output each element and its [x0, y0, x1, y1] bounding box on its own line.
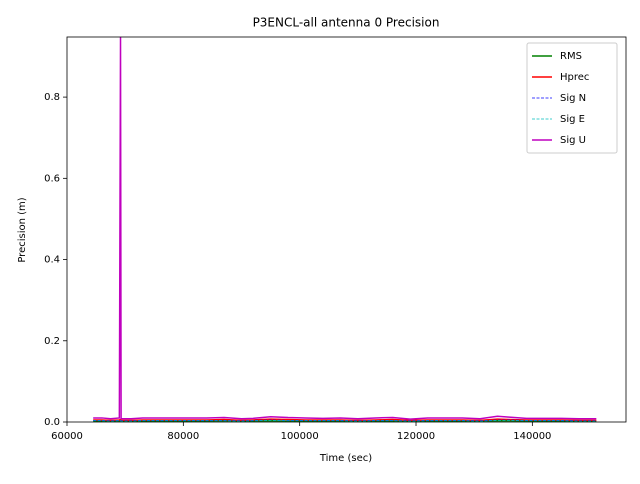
legend-label: Sig U — [560, 135, 586, 146]
y-tick-label: 0.0 — [44, 417, 60, 428]
x-tick-label: 80000 — [167, 431, 199, 442]
x-tick-label: 140000 — [513, 431, 551, 442]
axes-frame — [66, 36, 627, 423]
series-line — [93, 37, 597, 420]
y-tick-label: 0.6 — [44, 173, 60, 184]
legend-label: RMS — [560, 51, 582, 62]
y-tick-label: 0.2 — [44, 336, 60, 347]
legend: RMS Hprec Sig N Sig E Sig U — [526, 42, 618, 154]
x-tick-label: 60000 — [51, 431, 83, 442]
legend-label: Hprec — [560, 72, 589, 83]
series-line — [93, 419, 597, 422]
plot-area — [93, 37, 597, 422]
x-tick-label: 120000 — [397, 431, 435, 442]
legend-label: Sig E — [560, 114, 585, 125]
y-tick-label: 0.4 — [44, 255, 60, 266]
legend-frame — [526, 42, 618, 154]
x-tick-label: 100000 — [281, 431, 319, 442]
y-tick-label: 0.8 — [44, 92, 60, 103]
chart-title: P3ENCL-all antenna 0 Precision — [253, 16, 440, 30]
x-axis-label: Time (sec) — [319, 453, 372, 464]
legend-label: Sig N — [560, 93, 586, 104]
y-axis-label: Precision (m) — [17, 197, 28, 262]
